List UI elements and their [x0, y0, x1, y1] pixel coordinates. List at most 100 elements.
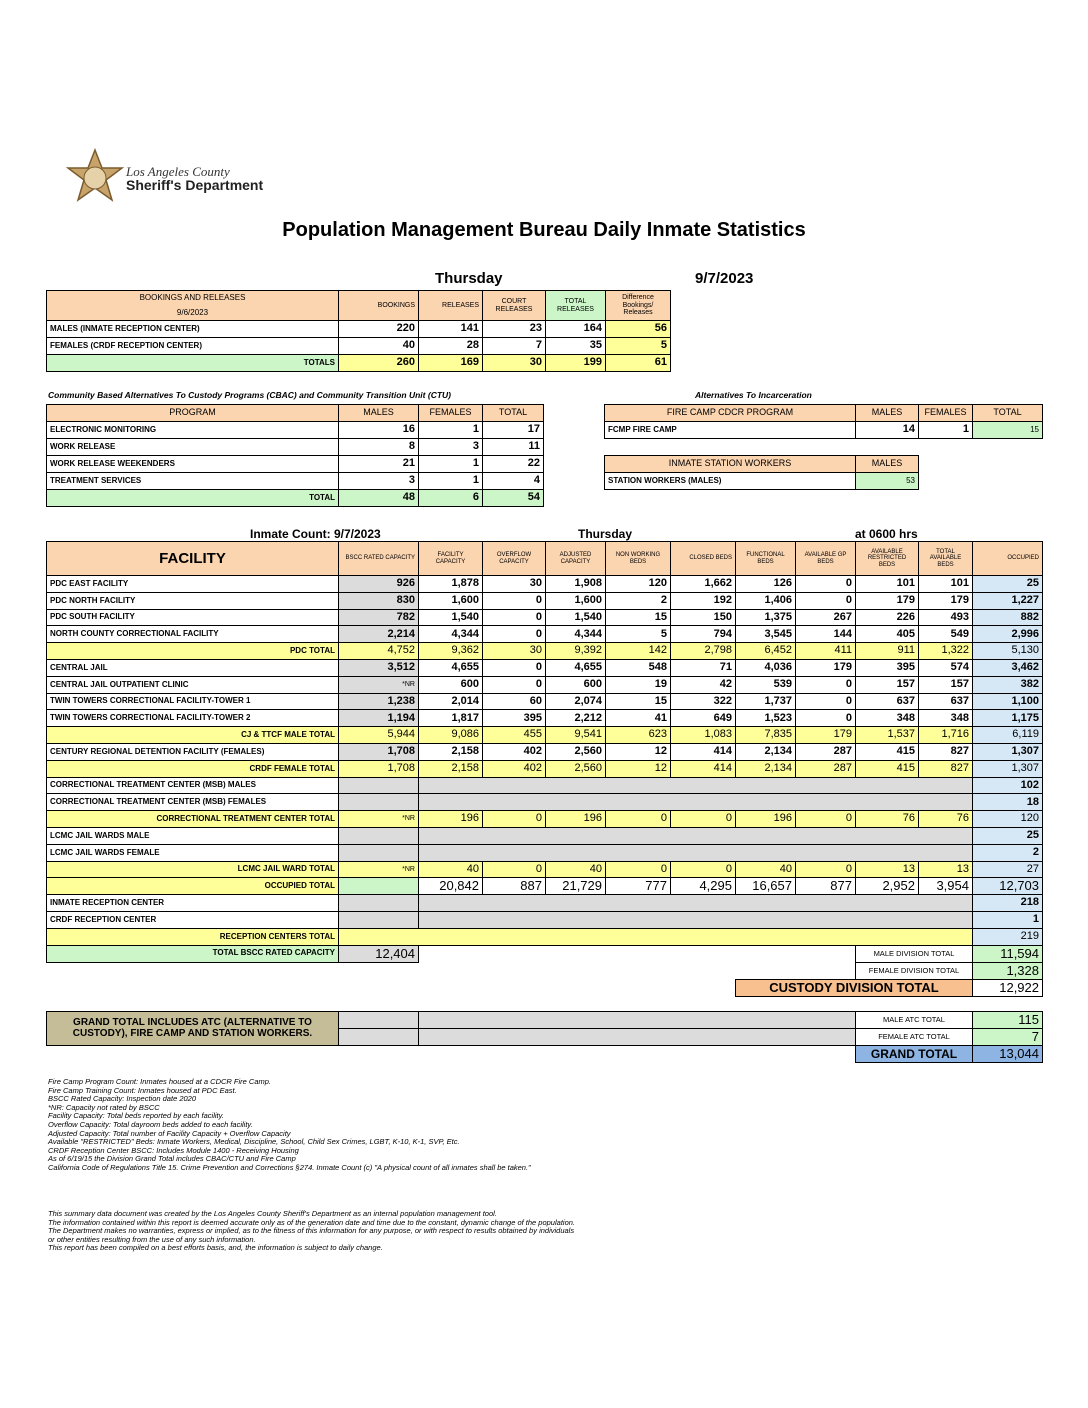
- row-label: CRDF FEMALE TOTAL: [46, 759, 339, 778]
- grand-label: MALE ATC TOTAL: [855, 1011, 973, 1029]
- value: 402: [482, 743, 546, 761]
- value: 415: [855, 759, 919, 778]
- note-line: Fire Camp Program Count: Inmates housed …: [48, 1077, 271, 1086]
- report-date: 9/7/2023: [695, 270, 754, 287]
- grand-value: 115: [972, 1011, 1043, 1029]
- blank: [338, 911, 419, 929]
- column-header: TOTAL AVAILABLE BEDS: [918, 541, 973, 576]
- row-label: TOTAL: [46, 489, 339, 507]
- value: 539: [735, 675, 796, 694]
- note-line: CRDF Reception Center BSCC: Includes Mod…: [48, 1145, 299, 1155]
- merged-blank: [418, 827, 973, 845]
- value: 30: [482, 354, 546, 372]
- row-label: MALES (INMATE RECEPTION CENTER): [46, 320, 339, 338]
- value: 1,375: [735, 608, 796, 627]
- summary-label: TOTAL BSCC RATED CAPACITY: [46, 944, 339, 963]
- value: 25: [972, 575, 1043, 593]
- value: 1,708: [338, 743, 419, 761]
- value: 28: [418, 337, 483, 355]
- value: 4,344: [418, 625, 483, 644]
- value: 549: [918, 625, 973, 644]
- value: 16: [338, 421, 419, 439]
- value: 0: [482, 659, 546, 677]
- org-line2: Sheriff's Department: [126, 177, 264, 193]
- value: 220: [338, 320, 419, 338]
- value: 1,878: [418, 575, 483, 593]
- row-label: TOTALS: [46, 354, 339, 372]
- row-label: PDC EAST FACILITY: [46, 575, 339, 593]
- value: 395: [482, 709, 546, 728]
- value: 2,158: [418, 759, 483, 778]
- value: 19: [605, 675, 671, 694]
- column-header: OCCUPIED: [972, 541, 1043, 576]
- value: 0: [482, 591, 546, 610]
- row-label: NORTH COUNTY CORRECTIONAL FACILITY: [46, 625, 339, 644]
- value: 1: [418, 421, 483, 439]
- value: 15: [605, 608, 671, 627]
- value: 2,798: [670, 642, 736, 660]
- row-label: CENTURY REGIONAL DETENTION FACILITY (FEM…: [46, 743, 339, 761]
- bookings-header: BOOKINGS AND RELEASES 9/6/2023: [46, 290, 339, 321]
- value: 1,737: [735, 692, 796, 711]
- value: 157: [918, 675, 973, 694]
- value: 2,560: [545, 759, 606, 778]
- value: 179: [918, 591, 973, 610]
- value: 120: [972, 810, 1043, 828]
- value: 637: [855, 692, 919, 711]
- note-line: Adjusted Capacity: Total number of Facil…: [48, 1128, 291, 1138]
- doc-title: Population Management Bureau Daily Inmat…: [282, 219, 806, 241]
- value: 0: [482, 675, 546, 694]
- column-header: MALES: [855, 404, 919, 422]
- value: 6: [418, 489, 483, 507]
- value: 600: [418, 675, 483, 694]
- value: 218: [972, 894, 1043, 912]
- value: 911: [855, 642, 919, 660]
- value: 9,392: [545, 642, 606, 660]
- column-header: BSCC RATED CAPACITY: [338, 541, 419, 576]
- row-label: FEMALES (CRDF RECEPTION CENTER): [46, 337, 339, 355]
- value: 0: [795, 591, 856, 610]
- value: 9,541: [545, 726, 606, 744]
- blank: [338, 843, 419, 862]
- summary-value: 12,404: [338, 944, 419, 963]
- row-label: TWIN TOWERS CORRECTIONAL FACILITY-TOWER …: [46, 692, 339, 711]
- column-header: CLOSED BEDS: [670, 541, 736, 576]
- value: 414: [670, 759, 736, 778]
- value: 54: [482, 489, 544, 507]
- value: 411: [795, 642, 856, 660]
- value: 179: [795, 659, 856, 677]
- value: 2: [605, 591, 671, 610]
- row-label: CORRECTIONAL TREATMENT CENTER TOTAL: [46, 810, 339, 828]
- value: 5: [605, 337, 671, 355]
- value: 1,523: [735, 709, 796, 728]
- value: 35: [545, 337, 606, 355]
- row-label: RECEPTION CENTERS TOTAL: [46, 927, 339, 946]
- merged-blank: [418, 911, 973, 929]
- value: 2,996: [972, 625, 1043, 644]
- value: 415: [855, 743, 919, 761]
- value: 179: [795, 726, 856, 744]
- footnotes: Fire Camp Program Count: Inmates housed …: [48, 1077, 531, 1173]
- value: 2,214: [338, 625, 419, 644]
- value: 196: [735, 810, 796, 828]
- value: 0: [795, 810, 856, 828]
- row-label: PDC NORTH FACILITY: [46, 591, 339, 610]
- value: 4: [482, 472, 544, 490]
- value: 1: [418, 455, 483, 473]
- value: 157: [855, 675, 919, 694]
- value: 61: [605, 354, 671, 372]
- value: 1,227: [972, 591, 1043, 610]
- column-header: FEMALES: [918, 404, 973, 422]
- note-line: As of 6/19/15 the Division Grand Total i…: [48, 1154, 296, 1164]
- value: 0: [482, 810, 546, 828]
- row-label: TWIN TOWERS CORRECTIONAL FACILITY-TOWER …: [46, 709, 339, 728]
- value: 4,036: [735, 659, 796, 677]
- summary-label: MALE DIVISION TOTAL: [855, 944, 973, 963]
- value: 7,835: [735, 726, 796, 744]
- blank: [338, 793, 419, 812]
- row-label: LCMC JAIL WARDS FEMALE: [46, 843, 339, 862]
- value: 9,086: [418, 726, 483, 744]
- value: 4,295: [670, 877, 736, 896]
- value: 1: [972, 911, 1043, 929]
